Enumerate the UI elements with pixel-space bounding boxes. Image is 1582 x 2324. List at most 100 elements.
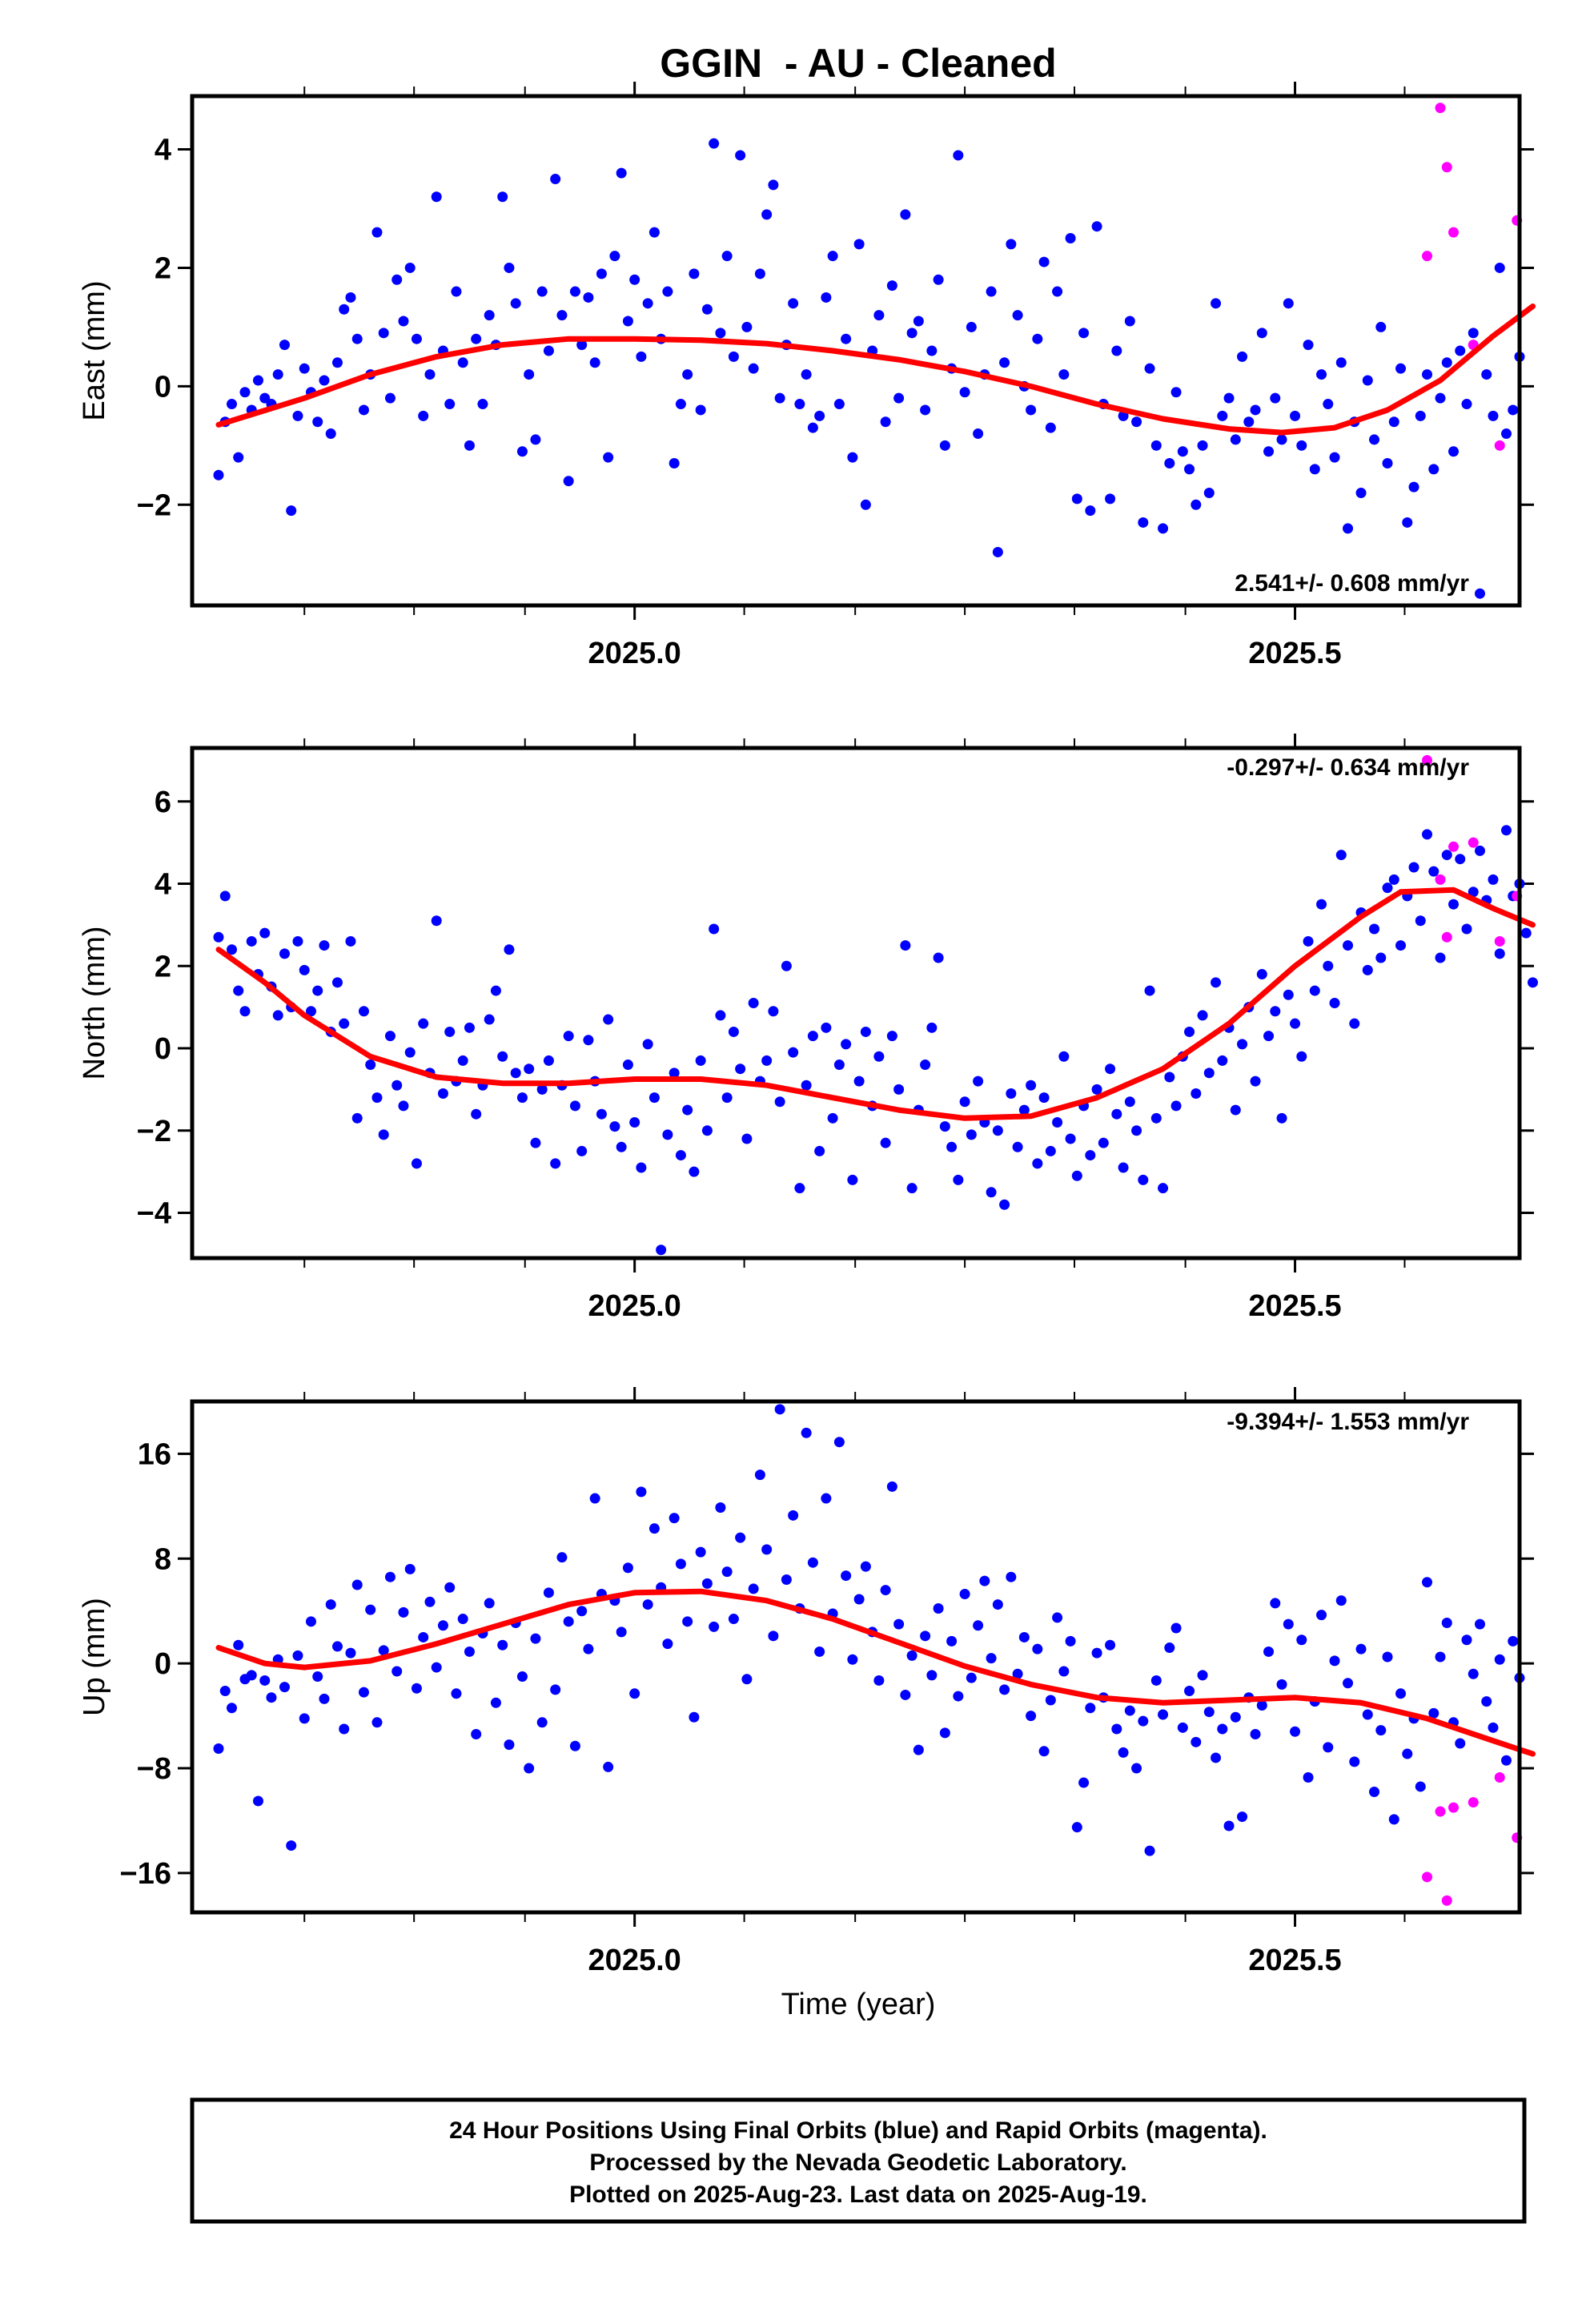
final-point <box>636 351 647 362</box>
x-tick-label: 2025.5 <box>1248 1944 1341 1977</box>
final-point <box>1018 1104 1030 1116</box>
final-point <box>1032 333 1043 344</box>
final-point <box>1270 1006 1281 1017</box>
final-point <box>629 1116 640 1128</box>
plot-frame <box>190 94 1522 608</box>
final-point <box>1527 977 1538 988</box>
final-point <box>781 1574 792 1585</box>
final-point <box>1045 422 1056 433</box>
final-point <box>1335 357 1347 368</box>
final-point <box>490 1697 501 1708</box>
final-point <box>821 1022 832 1033</box>
final-point <box>1256 1700 1267 1711</box>
final-point <box>966 1672 977 1683</box>
final-point <box>1144 985 1155 996</box>
final-point <box>1494 1654 1505 1665</box>
final-point <box>1508 1635 1519 1647</box>
final-point <box>516 1671 528 1683</box>
final-point <box>1052 1116 1063 1128</box>
final-point <box>471 1729 482 1740</box>
final-point <box>1250 1729 1261 1740</box>
final-point <box>299 964 310 975</box>
final-point <box>550 1158 561 1169</box>
rapid-point <box>1494 935 1505 947</box>
final-point <box>398 1100 409 1112</box>
final-point <box>1270 1598 1281 1609</box>
final-point <box>431 915 442 927</box>
final-point <box>1349 1756 1360 1767</box>
final-point <box>1296 440 1307 451</box>
final-point <box>1422 829 1433 840</box>
final-point <box>213 1743 224 1755</box>
final-point <box>286 1840 297 1852</box>
final-point <box>1382 1651 1393 1663</box>
final-point <box>761 1055 773 1066</box>
figure-title: GGIN - AU - Cleaned <box>660 41 1056 86</box>
final-point <box>913 316 924 327</box>
final-point <box>1170 1622 1182 1634</box>
final-point <box>213 469 224 480</box>
final-point <box>1045 1695 1056 1706</box>
final-point <box>728 1614 739 1625</box>
rapid-point <box>1448 841 1460 852</box>
final-point <box>1131 1763 1142 1774</box>
final-point <box>339 1018 350 1029</box>
final-point <box>1369 923 1380 935</box>
final-point <box>1475 845 1486 856</box>
final-point <box>728 351 739 362</box>
final-point <box>801 1427 812 1438</box>
final-point <box>418 1018 429 1029</box>
final-point <box>279 340 290 351</box>
final-point <box>365 1604 376 1615</box>
final-point <box>1124 316 1135 327</box>
final-point <box>1329 1655 1340 1667</box>
final-point <box>331 1641 343 1652</box>
final-point <box>748 998 759 1008</box>
final-point <box>609 251 620 262</box>
final-point <box>1435 952 1446 963</box>
final-point <box>484 1598 495 1609</box>
final-point <box>1211 298 1222 309</box>
final-point <box>833 399 845 410</box>
final-point <box>768 1630 779 1642</box>
final-point <box>1303 1772 1314 1783</box>
final-point <box>1191 499 1202 510</box>
final-point <box>1138 517 1149 528</box>
final-point <box>530 1137 541 1148</box>
final-point <box>1448 446 1460 457</box>
final-point <box>973 1076 984 1087</box>
final-point <box>563 1616 574 1627</box>
final-point <box>1329 998 1340 1008</box>
final-point <box>1150 1112 1162 1124</box>
final-point <box>622 1059 633 1071</box>
final-point <box>1488 874 1499 885</box>
final-point <box>550 1684 561 1695</box>
final-point <box>741 321 753 332</box>
final-point <box>1203 487 1215 498</box>
final-point <box>246 1670 257 1681</box>
final-point <box>999 357 1010 368</box>
final-point <box>431 191 442 203</box>
final-point <box>669 458 680 469</box>
final-point <box>741 1674 753 1685</box>
final-point <box>1170 1100 1182 1112</box>
final-point <box>279 1682 290 1693</box>
final-point <box>1375 952 1387 963</box>
y-tick-label: 6 <box>155 786 171 819</box>
final-point <box>1441 357 1452 368</box>
final-point <box>444 399 456 410</box>
final-point <box>516 446 528 457</box>
final-point <box>1230 434 1241 445</box>
final-point <box>1349 1018 1360 1029</box>
final-point <box>259 927 271 939</box>
final-point <box>378 1645 389 1656</box>
final-point <box>1382 458 1393 469</box>
final-point <box>1494 262 1505 273</box>
x-tick-label: 2025.5 <box>1248 1289 1341 1323</box>
rapid-point <box>1468 1797 1479 1808</box>
final-point <box>398 1606 409 1618</box>
final-point <box>437 1620 448 1631</box>
final-point <box>477 399 488 410</box>
final-point <box>1058 369 1070 380</box>
final-point <box>1071 1822 1082 1833</box>
